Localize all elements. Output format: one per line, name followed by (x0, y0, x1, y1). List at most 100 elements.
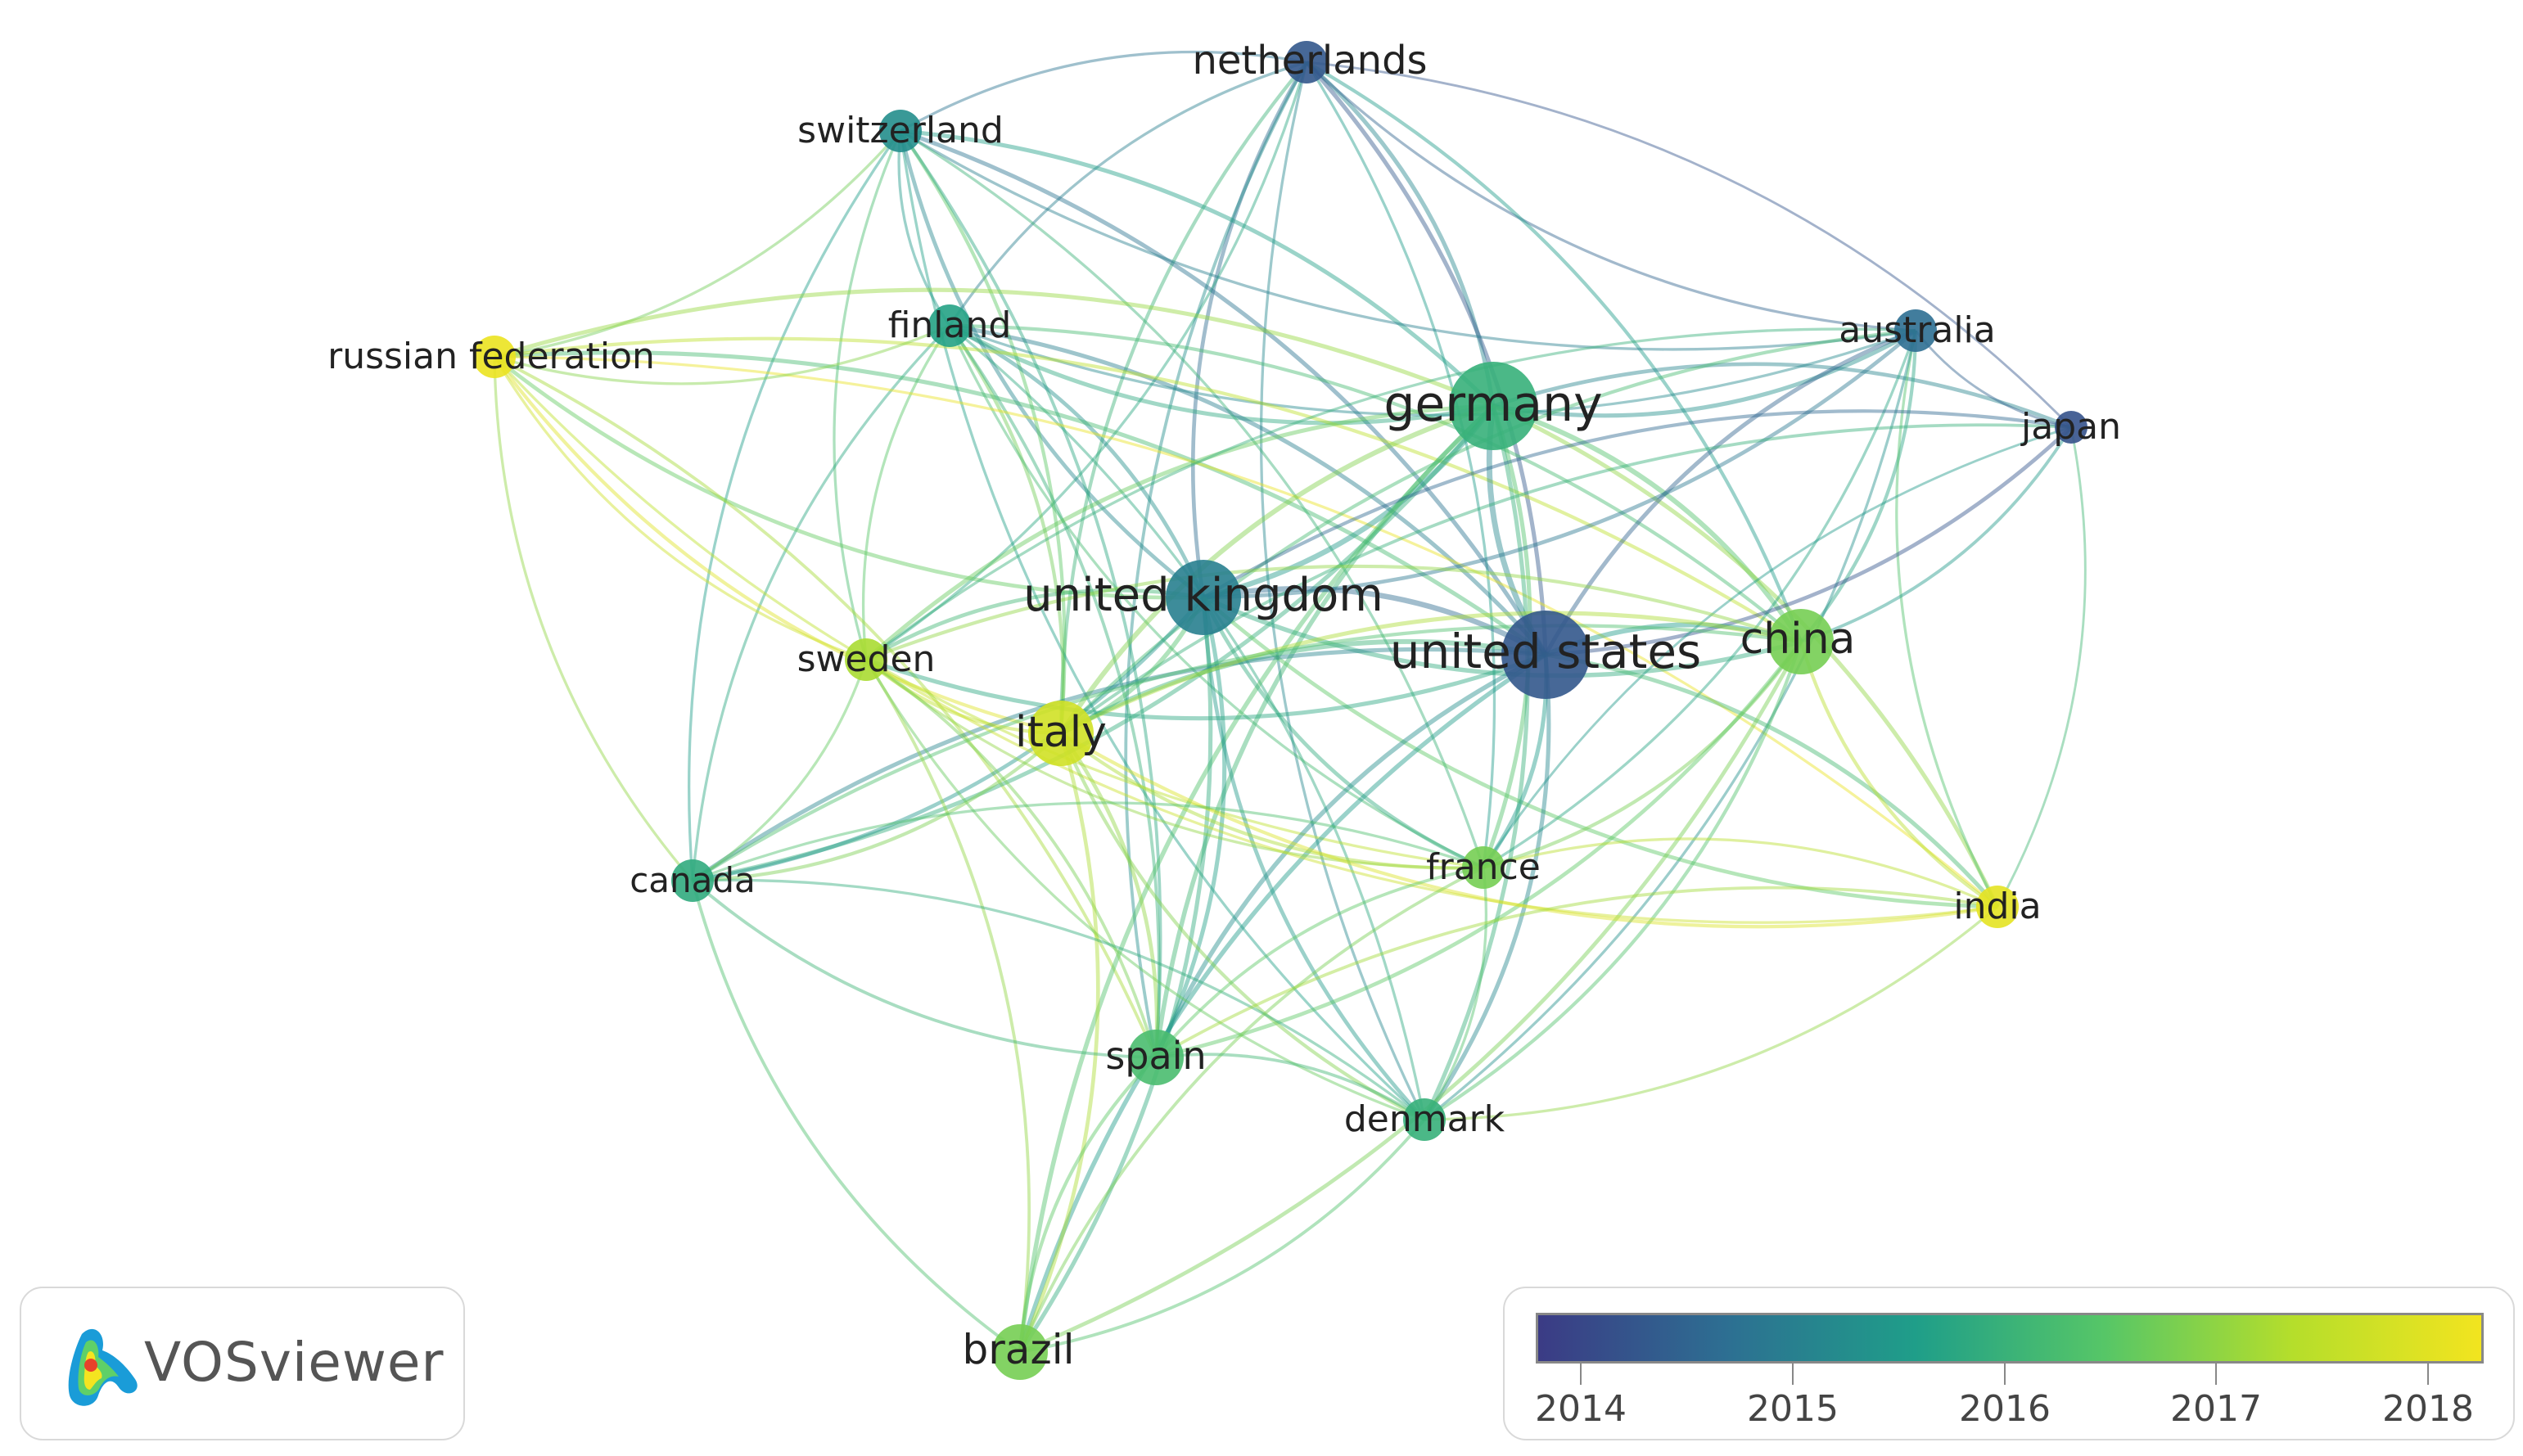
link-japan-italy (1059, 423, 2072, 735)
node-united-states[interactable] (1501, 611, 1590, 699)
link-italy-brazil (1018, 733, 1100, 1353)
link-germany-sweden (864, 403, 1494, 661)
node-japan[interactable] (2055, 411, 2087, 444)
node-australia[interactable] (1894, 309, 1937, 352)
node-label-india: india (1953, 886, 2041, 927)
node-sweden[interactable] (845, 638, 887, 681)
link-canada-brazil (691, 880, 1022, 1354)
link-china-sweden (865, 564, 1802, 661)
node-spain[interactable] (1128, 1030, 1184, 1085)
link-russian-federation-france (493, 355, 1484, 869)
link-netherlands-united-states (1305, 61, 1548, 656)
node-label-germany: germany (1383, 376, 1602, 433)
link-france-spain (1154, 866, 1484, 1059)
node-italy[interactable] (1028, 701, 1094, 766)
link-switzerland-sweden (833, 130, 902, 660)
link-russian-federation-india (494, 355, 1999, 908)
legend-tick (2215, 1364, 2217, 1385)
link-australia-sweden (865, 327, 1916, 661)
node-label-switzerland: switzerland (797, 110, 1004, 151)
link-finland-france (948, 325, 1484, 869)
node-france[interactable] (1462, 846, 1505, 889)
link-netherlands-finland (948, 61, 1307, 327)
link-switzerland-spain (899, 129, 1162, 1058)
node-china[interactable] (1768, 609, 1834, 674)
node-united-kingdom[interactable] (1166, 560, 1241, 635)
link-spain-brazil (1018, 1056, 1158, 1353)
link-australia-italy (1059, 328, 1916, 735)
node-india[interactable] (1976, 886, 2019, 928)
node-label-finland: finland (888, 304, 1012, 346)
link-netherlands-france (1305, 61, 1496, 868)
link-united-states-denmark (1422, 654, 1551, 1121)
node-netherlands[interactable] (1285, 41, 1328, 83)
link-netherlands-italy (1058, 61, 1308, 734)
link-finland-china (949, 323, 1803, 643)
link-finland-spain (948, 324, 1161, 1058)
link-australia-france (1483, 330, 1917, 869)
link-netherlands-denmark (1259, 61, 1426, 1120)
link-netherlands-sweden (865, 61, 1308, 661)
link-japan-india (1996, 426, 2087, 908)
link-switzerland-france (900, 129, 1485, 868)
node-germany[interactable] (1449, 362, 1537, 450)
legend-tick (1580, 1364, 1582, 1385)
link-united-kingdom-brazil (1018, 597, 1213, 1354)
link-germany-italy (1058, 403, 1494, 735)
link-germany-japan (1492, 362, 2072, 430)
link-japan-united-kingdom (1202, 409, 2072, 599)
link-finland-canada (691, 324, 951, 881)
link-netherlands-china (1305, 61, 1803, 642)
link-finland-united-kingdom (948, 323, 1206, 598)
color-scale-bar (1536, 1313, 2484, 1364)
link-france-brazil (1018, 866, 1484, 1353)
node-label-china: china (1740, 615, 1856, 664)
link-switzerland-australia (900, 129, 1916, 351)
link-sweden-india (865, 658, 1998, 924)
link-italy-spain (1059, 732, 1159, 1058)
link-australia-denmark (1423, 330, 1917, 1121)
link-switzerland-united-states (900, 128, 1548, 656)
node-russian-federation[interactable] (473, 336, 516, 378)
link-finland-denmark (948, 324, 1426, 1120)
legend-label-2016: 2016 (1959, 1388, 2051, 1430)
link-australia-united-states (1543, 328, 1916, 656)
node-label-russian-federation: russian federation (327, 336, 655, 377)
link-russian-federation-united-states (494, 350, 1547, 657)
link-netherlands-australia (1305, 61, 1916, 332)
link-china-spain (1155, 640, 1803, 1060)
link-united-kingdom-india (1202, 596, 1998, 909)
link-sweden-denmark (864, 659, 1425, 1121)
node-switzerland[interactable] (879, 110, 922, 152)
node-label-spain: spain (1105, 1034, 1206, 1078)
link-netherlands-switzerland (900, 50, 1307, 133)
node-brazil[interactable] (992, 1324, 1048, 1380)
link-australia-united-kingdom (1203, 329, 1917, 600)
link-italy-denmark (1059, 733, 1425, 1121)
link-united-states-canada (691, 647, 1546, 883)
link-russian-federation-canada (493, 356, 694, 882)
link-united-states-sweden (865, 652, 1546, 721)
link-united-states-italy (1059, 638, 1546, 736)
link-netherlands-united-kingdom (1190, 61, 1309, 598)
link-finland-germany (948, 323, 1494, 426)
node-label-canada: canada (630, 860, 756, 900)
node-denmark[interactable] (1403, 1098, 1446, 1141)
link-germany-spain (1153, 403, 1495, 1058)
link-united-kingdom-china (1202, 595, 1802, 678)
link-germany-australia (1492, 328, 1917, 418)
link-netherlands-germany (1305, 61, 1496, 407)
link-switzerland-finland (897, 130, 951, 327)
link-australia-india (1895, 330, 1999, 908)
link-finland-sweden (861, 325, 951, 660)
link-sweden-france (864, 658, 1484, 869)
link-denmark-brazil (1019, 1118, 1426, 1354)
node-finland[interactable] (928, 304, 971, 347)
label-layer: netherlands switzerland finland russian fed… (327, 38, 2121, 1373)
link-layer (493, 50, 2087, 1355)
link-china-france (1483, 640, 1803, 870)
link-russian-federation-finland (494, 324, 950, 385)
node-label-italy: italy (1015, 708, 1107, 757)
node-canada[interactable] (671, 859, 714, 902)
link-finland-united-states (949, 323, 1547, 656)
